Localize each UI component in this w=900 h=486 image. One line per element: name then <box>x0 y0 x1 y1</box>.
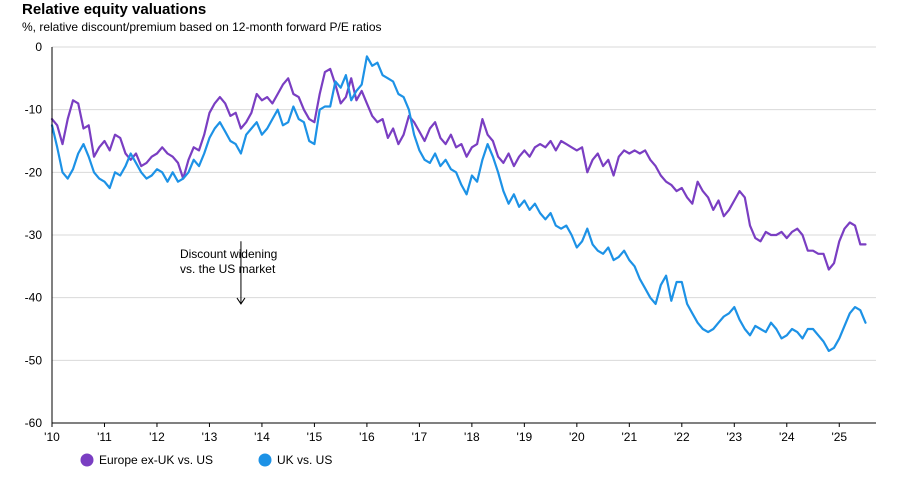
x-tick-label: '14 <box>254 430 270 444</box>
x-tick-label: '11 <box>97 430 112 444</box>
annotation-text: vs. the US market <box>180 262 276 276</box>
x-tick-label: '19 <box>517 430 533 444</box>
x-tick-label: '22 <box>674 430 690 444</box>
legend-marker-1 <box>258 453 272 467</box>
annotation-arrow-head <box>236 297 246 305</box>
x-tick-label: '17 <box>412 430 428 444</box>
y-tick-label: -60 <box>25 416 43 430</box>
y-tick-label: -20 <box>25 165 43 179</box>
legend: Europe ex-UK vs. US UK vs. US <box>80 453 332 467</box>
legend-label-0: Europe ex-UK vs. US <box>99 453 213 467</box>
x-tick-label: '24 <box>779 430 795 444</box>
x-tick-label: '18 <box>464 430 480 444</box>
x-tick-label: '20 <box>569 430 585 444</box>
chart-title: Relative equity valuations <box>22 1 207 18</box>
series-line-0 <box>50 67 867 271</box>
y-tick-label: -50 <box>25 353 43 367</box>
legend-marker-0 <box>80 453 94 467</box>
grid-lines <box>52 46 876 361</box>
y-tick-label: 0 <box>35 40 42 54</box>
x-axis-ticks: '10 '11 '12 '13 '14 '15 '16 '17 '18 '19 '20 '21 '22 '… <box>44 423 847 444</box>
annotation-text: Discount widening <box>180 247 277 261</box>
x-tick-label: '25 <box>831 430 847 444</box>
y-tick-label: -30 <box>25 228 43 242</box>
legend-label-1: UK vs. US <box>277 453 332 467</box>
series-line-1 <box>50 55 867 352</box>
x-tick-label: '16 <box>359 430 375 444</box>
x-tick-label: '23 <box>726 430 742 444</box>
y-tick-label: -10 <box>25 103 43 117</box>
y-axis-ticks: 0 -10 -20 -30 -40 -50 -60 <box>25 40 43 430</box>
chart-subtitle: %, relative discount/premium based on 12… <box>22 20 382 34</box>
x-tick-label: '15 <box>307 430 323 444</box>
axes <box>51 47 876 424</box>
x-tick-label: '10 <box>44 430 60 444</box>
series-lines <box>50 55 867 352</box>
x-tick-label: '21 <box>622 430 638 444</box>
x-tick-label: '12 <box>149 430 165 444</box>
y-tick-label: -40 <box>25 291 43 305</box>
x-tick-label: '13 <box>202 430 218 444</box>
